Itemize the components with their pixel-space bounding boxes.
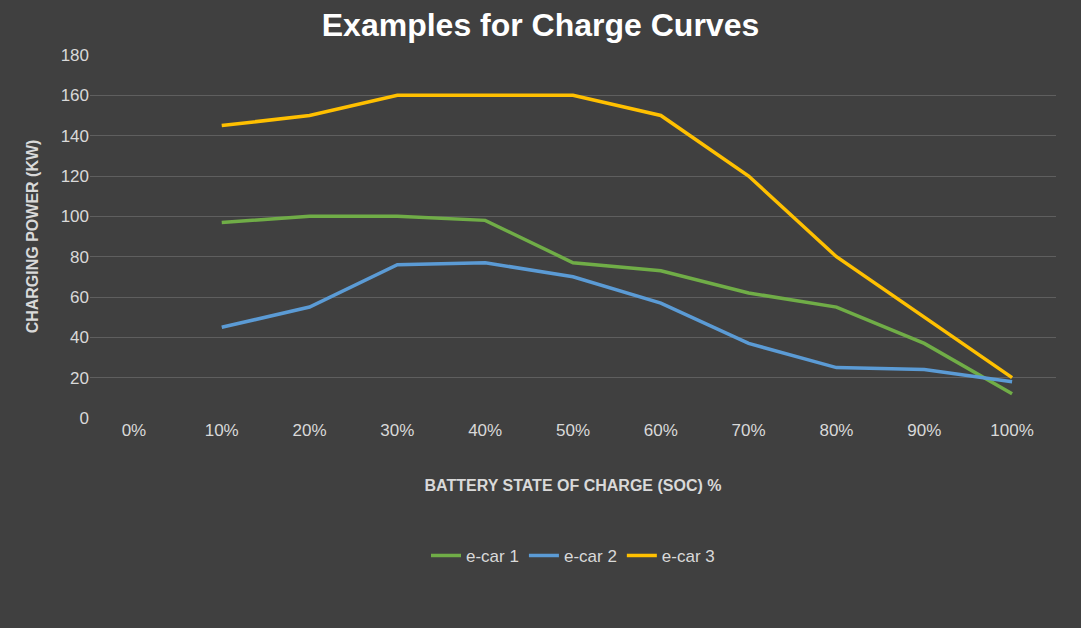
svg-text:BATTERY STATE OF CHARGE (SOC): BATTERY STATE OF CHARGE (SOC) % [425, 477, 722, 494]
svg-text:30%: 30% [380, 421, 414, 440]
svg-text:20: 20 [70, 369, 89, 388]
svg-text:60%: 60% [644, 421, 678, 440]
svg-text:e-car 1: e-car 1 [466, 547, 519, 566]
svg-text:140: 140 [61, 127, 89, 146]
svg-text:160: 160 [61, 86, 89, 105]
svg-text:CHARGING POWER (KW): CHARGING POWER (KW) [24, 140, 41, 334]
svg-text:100%: 100% [990, 421, 1033, 440]
svg-text:120: 120 [61, 167, 89, 186]
svg-text:0%: 0% [122, 421, 147, 440]
svg-text:e-car 3: e-car 3 [662, 547, 715, 566]
svg-text:180: 180 [61, 46, 89, 65]
svg-text:90%: 90% [907, 421, 941, 440]
svg-text:40%: 40% [468, 421, 502, 440]
svg-text:50%: 50% [556, 421, 590, 440]
svg-text:10%: 10% [205, 421, 239, 440]
svg-text:80%: 80% [819, 421, 853, 440]
svg-text:Examples for Charge Curves: Examples for Charge Curves [322, 7, 760, 43]
svg-text:20%: 20% [293, 421, 327, 440]
svg-text:0: 0 [80, 409, 89, 428]
svg-text:70%: 70% [732, 421, 766, 440]
svg-text:80: 80 [70, 248, 89, 267]
svg-text:e-car 2: e-car 2 [564, 547, 617, 566]
svg-text:60: 60 [70, 288, 89, 307]
svg-text:100: 100 [61, 207, 89, 226]
svg-text:40: 40 [70, 328, 89, 347]
